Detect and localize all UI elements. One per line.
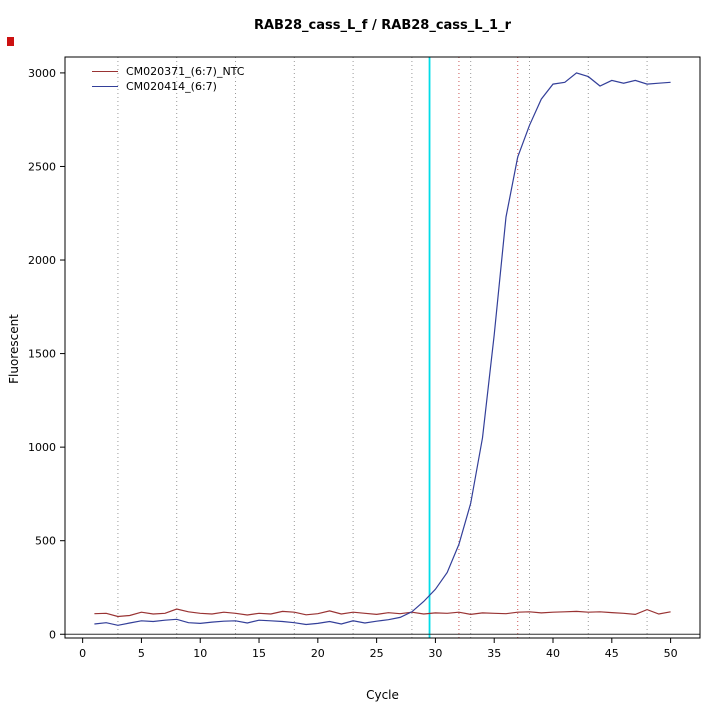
- svg-text:10: 10: [193, 647, 207, 660]
- svg-text:30: 30: [428, 647, 442, 660]
- svg-text:3000: 3000: [28, 67, 56, 80]
- svg-text:40: 40: [546, 647, 560, 660]
- svg-text:0: 0: [79, 647, 86, 660]
- svg-text:5: 5: [138, 647, 145, 660]
- legend-label-ntc: CM020371_(6:7)_NTC: [126, 65, 245, 78]
- legend-label-sample: CM020414_(6:7): [126, 80, 217, 93]
- svg-text:45: 45: [605, 647, 619, 660]
- legend-item-sample: CM020414_(6:7): [92, 79, 244, 94]
- svg-text:50: 50: [664, 647, 678, 660]
- svg-text:2500: 2500: [28, 160, 56, 173]
- legend-line-swatch-red: [92, 71, 118, 72]
- svg-text:15: 15: [252, 647, 266, 660]
- svg-text:1000: 1000: [28, 441, 56, 454]
- legend-item-ntc: CM020371_(6:7)_NTC: [92, 64, 244, 79]
- svg-text:20: 20: [311, 647, 325, 660]
- svg-text:0: 0: [49, 628, 56, 641]
- chart-title: RAB28_cass_L_f / RAB28_cass_L_1_r: [253, 18, 512, 33]
- svg-text:500: 500: [35, 535, 56, 548]
- svg-text:35: 35: [487, 647, 501, 660]
- svg-text:25: 25: [370, 647, 384, 660]
- legend: CM020371_(6:7)_NTC CM020414_(6:7): [92, 64, 244, 94]
- svg-text:2000: 2000: [28, 254, 56, 267]
- svg-text:1500: 1500: [28, 348, 56, 361]
- legend-line-swatch-blue: [92, 86, 118, 87]
- x-axis-label: Cycle: [366, 688, 399, 702]
- corner-marker: [7, 37, 14, 46]
